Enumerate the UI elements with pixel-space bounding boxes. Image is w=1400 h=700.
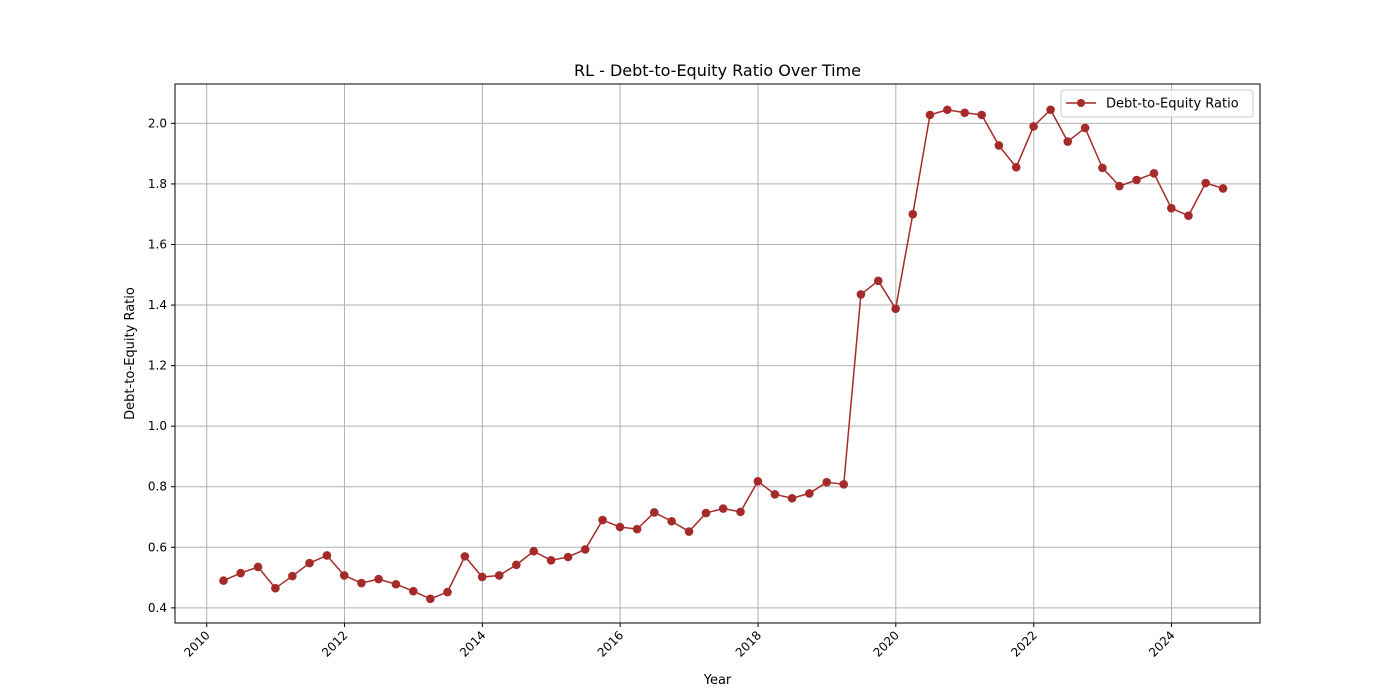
data-point <box>253 562 263 572</box>
chart-title: RL - Debt-to-Equity Ratio Over Time <box>574 61 861 80</box>
data-point <box>391 579 401 589</box>
data-point <box>322 551 332 560</box>
y-tick-label: 1.4 <box>148 298 167 312</box>
legend-box <box>1060 89 1254 118</box>
data-point <box>271 583 280 593</box>
y-tick-label: 1.6 <box>148 237 167 251</box>
data-point <box>977 110 986 120</box>
data-point <box>839 480 849 489</box>
data-point <box>684 527 694 536</box>
data-point <box>598 515 607 525</box>
data-point <box>805 489 814 498</box>
data-point <box>943 105 952 115</box>
data-point <box>339 571 349 580</box>
y-tick-label: 1.2 <box>148 359 167 373</box>
data-point <box>1201 178 1210 188</box>
data-point <box>1167 203 1176 213</box>
legend-entry-label: Debt-to-Equity Ratio <box>1106 97 1239 112</box>
data-point <box>1029 122 1038 131</box>
data-point <box>460 552 470 561</box>
legend: Debt-to-Equity Ratio <box>1060 89 1254 118</box>
data-point <box>615 522 625 532</box>
data-point <box>718 504 728 513</box>
data-point <box>357 578 366 588</box>
grid-lines <box>175 84 1260 623</box>
data-point <box>494 571 504 580</box>
data-point <box>873 276 883 286</box>
data-point <box>787 493 797 503</box>
data-point <box>891 304 900 313</box>
data-point <box>994 141 1004 150</box>
data-point <box>925 110 935 120</box>
data-point <box>426 594 435 604</box>
data-point <box>1080 123 1090 133</box>
data-series <box>219 105 1228 604</box>
data-point <box>305 558 314 568</box>
data-point <box>753 476 763 486</box>
y-tick-label: 1.0 <box>148 419 167 433</box>
data-point <box>770 490 780 499</box>
data-point <box>529 546 539 556</box>
data-point <box>219 576 228 585</box>
data-point <box>443 587 452 597</box>
data-point <box>856 290 866 299</box>
data-point <box>477 572 487 582</box>
legend-marker-swatch <box>1077 99 1085 107</box>
data-point <box>1218 184 1228 193</box>
x-axis-label: Year <box>703 673 732 688</box>
data-point <box>667 516 676 526</box>
data-point <box>1149 169 1159 178</box>
data-point <box>1098 163 1107 173</box>
data-point <box>1063 137 1073 146</box>
y-tick-label: 0.4 <box>148 601 167 615</box>
plot-area-frame <box>174 83 1261 624</box>
y-tick-label: 0.8 <box>148 480 167 494</box>
data-point <box>580 545 590 554</box>
data-point <box>960 108 969 118</box>
data-point <box>563 552 573 562</box>
data-point <box>908 209 918 219</box>
data-point <box>546 556 556 565</box>
data-point <box>236 568 245 578</box>
data-point <box>512 560 521 570</box>
data-point <box>1046 105 1055 115</box>
data-point <box>1184 211 1193 221</box>
data-point <box>409 586 418 596</box>
data-point <box>701 508 711 518</box>
data-point <box>632 524 642 534</box>
data-point <box>649 508 659 517</box>
y-tick-label: 0.6 <box>148 540 167 554</box>
data-point <box>736 507 745 517</box>
y-axis-label: Debt-to-Equity Ratio <box>123 287 138 420</box>
data-point <box>374 574 383 584</box>
data-point <box>1115 181 1124 191</box>
data-point <box>288 571 297 581</box>
y-tick-label: 1.8 <box>148 177 167 191</box>
data-point <box>1132 175 1141 185</box>
y-axis-ticks: 0.4 0.6 0.8 1.0 1.2 1.4 1.6 1.8 2.0 <box>148 116 175 615</box>
data-point <box>1011 162 1021 172</box>
y-tick-label: 2.0 <box>148 116 167 130</box>
data-point <box>822 477 832 487</box>
